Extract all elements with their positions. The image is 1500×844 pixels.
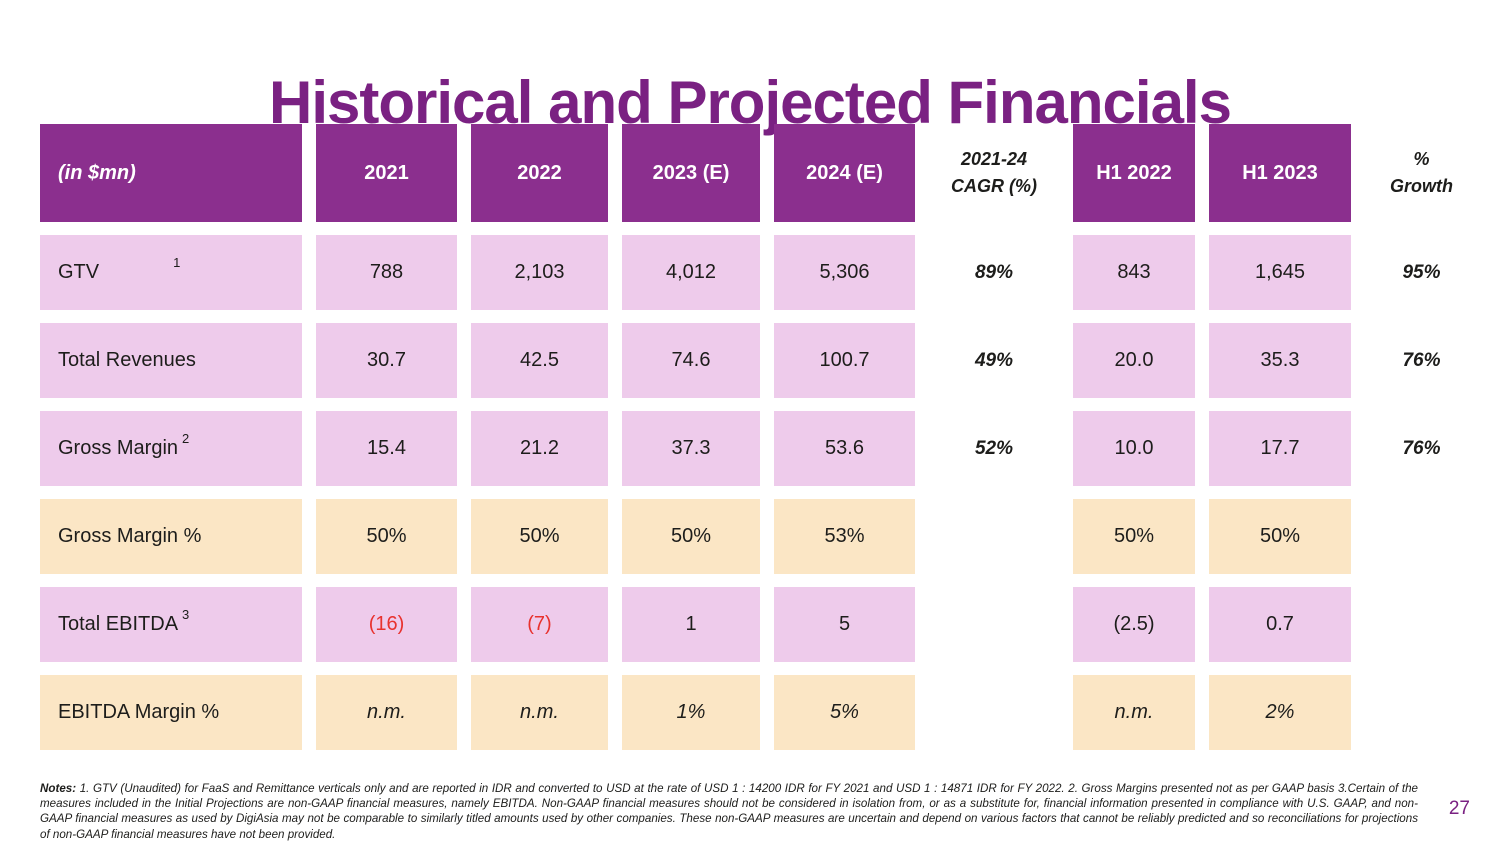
growth-value: 76% [1402,437,1441,459]
table-cell: 50% [1209,499,1351,574]
row-label-text: Total Revenues [58,349,196,371]
table-cell: 4,012 [622,235,760,310]
table-cell: 50% [622,499,760,574]
header-2022: 2022 [471,124,608,222]
header-h1-2022: H1 2022 [1073,124,1195,222]
row-label-gross-margin: Gross Margin 2 [40,411,302,486]
table-cell: 74.6 [622,323,760,398]
row-label-gross-margin-pct: Gross Margin % [40,499,302,574]
table-cell: 17.7 [1209,411,1351,486]
growth-value [1365,499,1478,574]
table-cell: 0.7 [1209,587,1351,662]
growth-value: 95% [1402,261,1441,283]
table-cell: 53.6 [774,411,915,486]
table-cell: 788 [316,235,457,310]
table-cell: n.m. [316,675,457,750]
table-cell: 5% [774,675,915,750]
table-cell: 10.0 [1073,411,1195,486]
table-cell: n.m. [471,675,608,750]
header-cagr: 2021-24 CAGR (%) [929,124,1059,222]
table-cell: 50% [316,499,457,574]
growth-value: 76% [1402,349,1441,371]
header-2021: 2021 [316,124,457,222]
table-cell: 53% [774,499,915,574]
row-label-text: Gross Margin [58,437,179,459]
table-cell: 5,306 [774,235,915,310]
header-cagr-line1: 2021-24 [960,149,1028,169]
footnotes-text: 1. GTV (Unaudited) for FaaS and Remittan… [40,781,1418,841]
table-cell: 1% [622,675,760,750]
row-label-text: Total EBITDA [58,613,179,635]
table-cell: 20.0 [1073,323,1195,398]
header-2023e: 2023 (E) [622,124,760,222]
table-cell: (2.5) [1073,587,1195,662]
table-cell: 42.5 [471,323,608,398]
table-cell-negative: (16) [316,587,457,662]
header-growth-line2: Growth [1390,176,1453,196]
row-label-text: EBITDA Margin % [58,701,220,723]
table-cell: 1 [622,587,760,662]
row-label-text: Gross Margin % [58,525,202,547]
row-label-total-revenues: Total Revenues [40,323,302,398]
table-cell: 37.3 [622,411,760,486]
table-cell: 5 [774,587,915,662]
row-label-ebitda-margin-pct: EBITDA Margin % [40,675,302,750]
table-cell-negative: (7) [471,587,608,662]
cagr-value [929,499,1059,574]
table-cell: 1,645 [1209,235,1351,310]
table-cell: 21.2 [471,411,608,486]
table-cell: 30.7 [316,323,457,398]
table-cell: 2,103 [471,235,608,310]
cagr-value: 52% [974,437,1014,459]
header-unit-label: (in $mn) [40,124,302,222]
page-number: 27 [1448,798,1470,819]
table-cell: 100.7 [774,323,915,398]
footnotes: Notes: 1. GTV (Unaudited) for FaaS and R… [40,781,1418,843]
table-cell: 843 [1073,235,1195,310]
row-label-total-ebitda: Total EBITDA 3 [40,587,302,662]
growth-value [1365,675,1478,750]
row-label-gtv: GTV 1 [40,235,302,310]
cagr-value [929,675,1059,750]
header-cagr-line2: CAGR (%) [951,176,1037,196]
table-cell: 50% [1073,499,1195,574]
row-label-text: GTV [58,261,100,283]
financials-table: (in $mn) 2021 2022 2023 (E) 2024 (E) 202… [40,124,1478,750]
table-cell: 2% [1209,675,1351,750]
cagr-value [929,587,1059,662]
header-growth: % Growth [1365,124,1478,222]
table-cell: 35.3 [1209,323,1351,398]
footnotes-label: Notes: [40,781,77,795]
header-growth-line1: % [1413,149,1430,169]
table-cell: 50% [471,499,608,574]
table-cell: n.m. [1073,675,1195,750]
header-2024e: 2024 (E) [774,124,915,222]
cagr-value: 89% [974,261,1014,283]
cagr-value: 49% [974,349,1014,371]
table-cell: 15.4 [316,411,457,486]
growth-value [1365,587,1478,662]
header-h1-2023: H1 2023 [1209,124,1351,222]
